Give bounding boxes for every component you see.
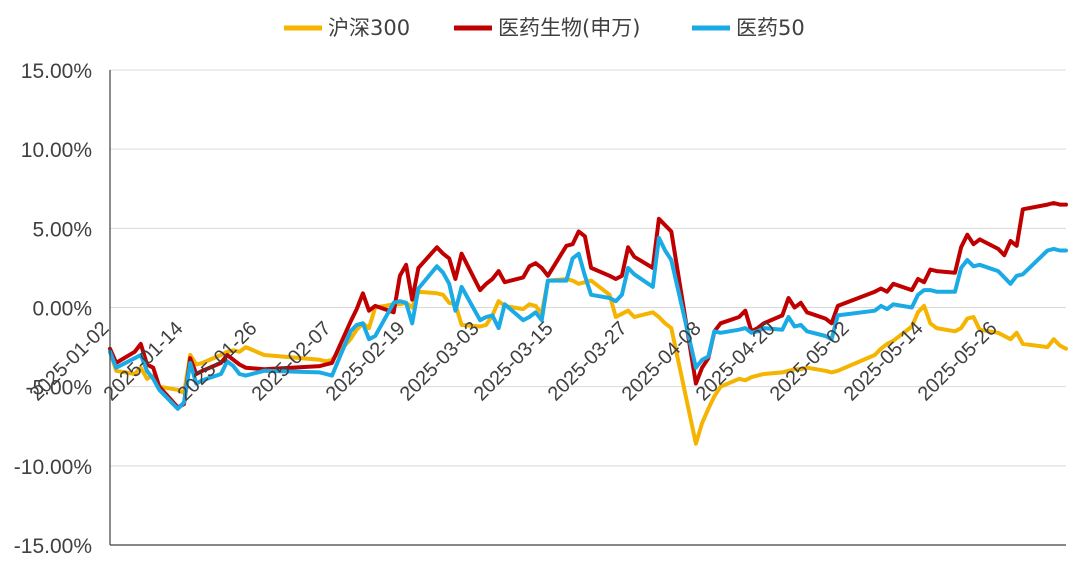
y-axis: 15.00% 10.00% 5.00% 0.00% -5.00% -10.00% -15.0… [14,60,92,558]
y-tick-label: 15.00% [21,60,92,83]
legend: 沪深300 医药生物(申万) 医药50 [284,16,805,40]
series-line-2 [108,201,1068,410]
x-tick-label: 2025-01-26 [174,317,262,405]
y-tick-label: 5.00% [32,218,92,241]
legend-entry: 沪深300 [328,16,410,40]
x-tick-label: 2025-03-15 [470,317,558,405]
x-tick-label: 2025-03-27 [544,317,632,405]
grid-lines [110,69,1066,467]
series-layer [108,201,1068,446]
plot-frame [109,70,1066,546]
y-tick-label: -5.00% [25,377,92,400]
legend-entry: 医药50 [736,16,805,40]
y-tick-label: 10.00% [21,139,92,162]
x-tick-label: 2025-03-03 [396,318,484,406]
x-tick-label: 2025-05-14 [840,317,928,405]
legend-entry: 医药生物(申万) [498,16,640,40]
series-line-1 [108,277,1068,446]
series-line-3 [108,235,1068,411]
y-tick-label: -10.00% [14,456,92,479]
y-tick-label: 0.00% [32,298,92,321]
y-tick-label: -15.00% [14,535,92,558]
